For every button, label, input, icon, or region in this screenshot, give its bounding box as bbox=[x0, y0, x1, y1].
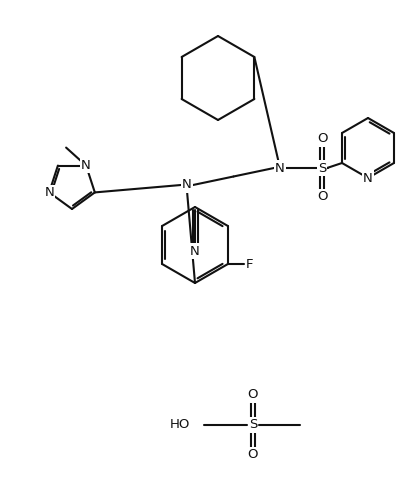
Text: F: F bbox=[246, 258, 254, 271]
Text: N: N bbox=[363, 171, 373, 184]
Text: N: N bbox=[190, 244, 200, 258]
Text: N: N bbox=[44, 186, 54, 199]
Text: N: N bbox=[182, 178, 192, 191]
Text: S: S bbox=[318, 161, 326, 174]
Text: O: O bbox=[317, 132, 327, 145]
Text: N: N bbox=[275, 161, 285, 174]
Text: S: S bbox=[249, 418, 257, 431]
Text: O: O bbox=[248, 448, 258, 461]
Text: N: N bbox=[81, 159, 91, 172]
Text: O: O bbox=[248, 388, 258, 401]
Text: O: O bbox=[317, 190, 327, 203]
Text: HO: HO bbox=[170, 418, 190, 431]
